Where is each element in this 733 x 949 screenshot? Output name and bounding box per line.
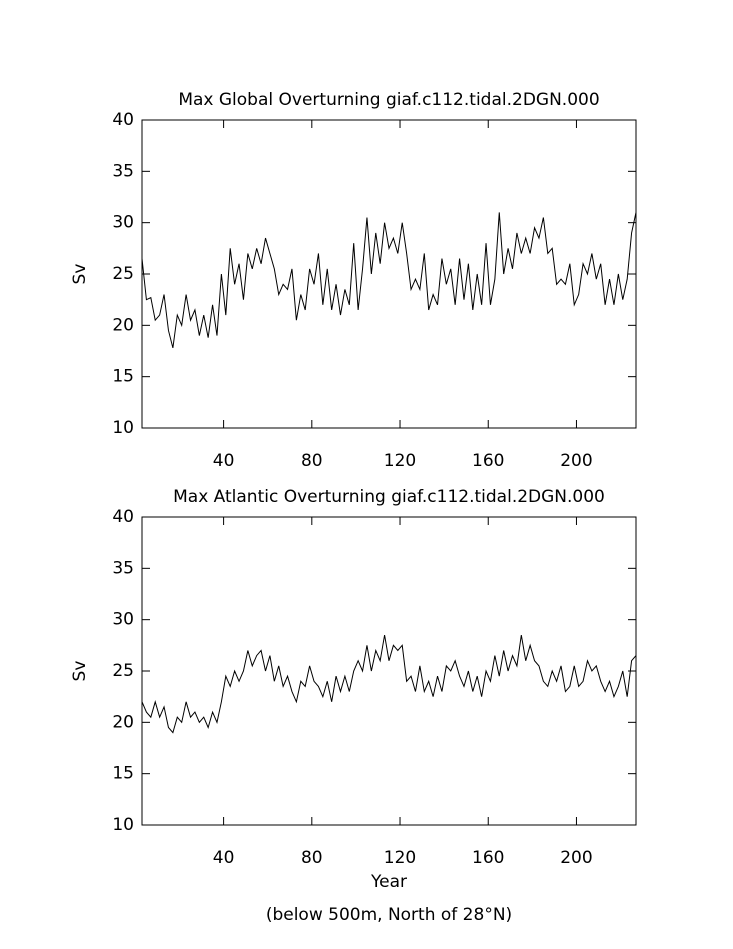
chart-title: Max Atlantic Overturning giaf.c112.tidal… <box>173 487 605 507</box>
x-tick-label: 80 <box>301 848 323 868</box>
x-tick-label: 200 <box>560 848 592 868</box>
data-line <box>141 634 637 734</box>
y-tick-label: 40 <box>112 110 134 130</box>
x-tick-label: 160 <box>472 451 504 471</box>
x-tick-label: 120 <box>384 451 416 471</box>
plot-frame <box>141 119 637 429</box>
chart-title: Max Global Overturning giaf.c112.tidal.2… <box>178 90 599 110</box>
y-tick-label: 25 <box>112 264 134 284</box>
x-tick-label: 40 <box>213 848 235 868</box>
y-tick-label: 15 <box>112 764 134 784</box>
data-line <box>141 212 637 349</box>
y-tick-label: 35 <box>112 558 134 578</box>
y-tick-label: 30 <box>112 610 134 630</box>
y-tick-label: 40 <box>112 507 134 527</box>
x-tick-label: 120 <box>384 848 416 868</box>
y-tick-label: 15 <box>112 367 134 387</box>
y-tick-label: 30 <box>112 213 134 233</box>
y-tick-label: 20 <box>112 315 134 335</box>
y-tick-label: 10 <box>112 815 134 835</box>
y-axis-label: Sv <box>70 264 90 285</box>
x-tick-label: 160 <box>472 848 504 868</box>
x-tick-label: 200 <box>560 451 592 471</box>
y-axis-label: Sv <box>70 661 90 682</box>
x-tick-label: 80 <box>301 451 323 471</box>
y-tick-label: 10 <box>112 418 134 438</box>
x-axis-label: Year <box>370 872 407 892</box>
note: (below 500m, North of 28°N) <box>266 905 512 925</box>
y-tick-label: 35 <box>112 161 134 181</box>
x-tick-label: 40 <box>213 451 235 471</box>
y-tick-label: 25 <box>112 661 134 681</box>
y-tick-label: 20 <box>112 712 134 732</box>
